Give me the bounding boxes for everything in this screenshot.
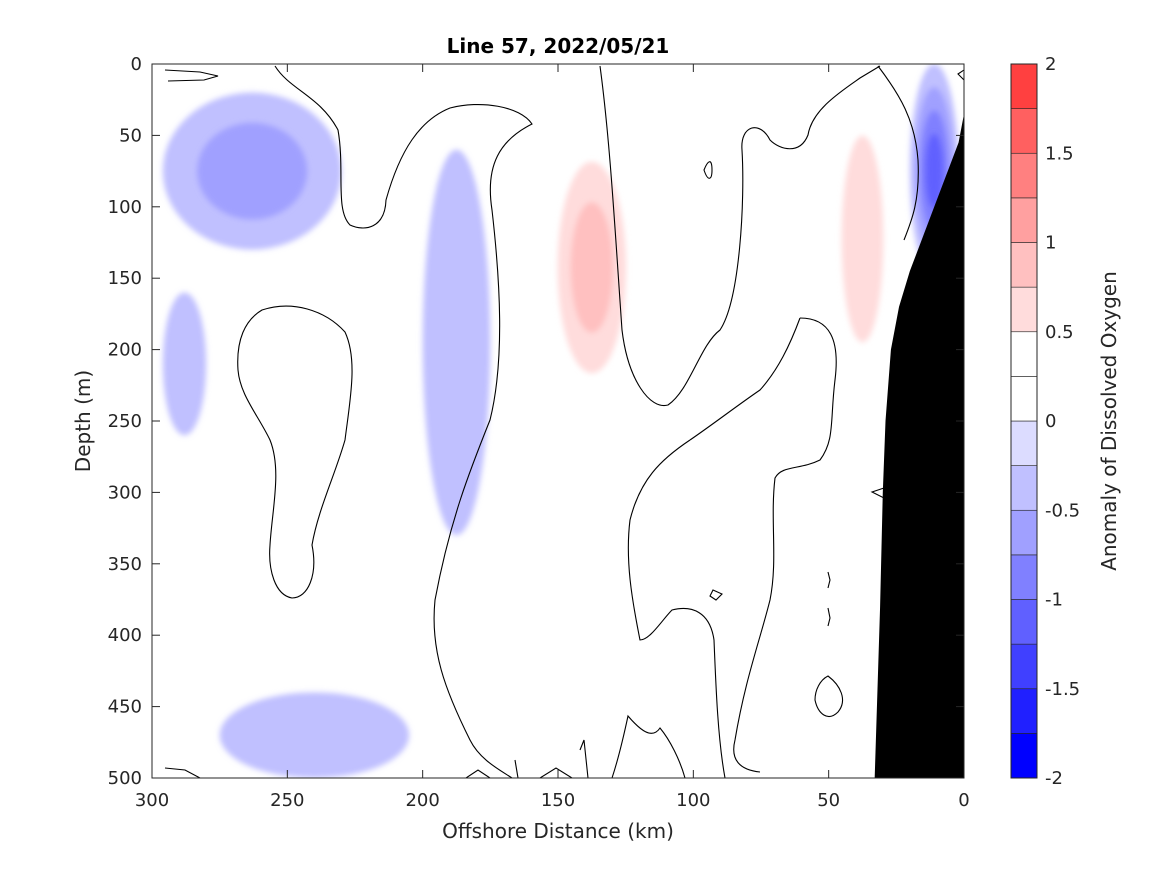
y-tick-label: 0 xyxy=(131,54,142,75)
colorbar-tick-label: 0 xyxy=(1045,411,1056,432)
colorbar-band xyxy=(1010,643,1038,690)
x-axis-label: Offshore Distance (km) xyxy=(442,819,674,843)
colorbar-band xyxy=(1010,688,1038,734)
contour-line xyxy=(709,589,723,601)
anomaly-region xyxy=(162,292,207,436)
contour-line xyxy=(274,65,533,778)
anomaly-region xyxy=(925,133,943,209)
anomaly-region xyxy=(219,692,410,778)
colorbar-band xyxy=(1010,331,1038,377)
contour-line xyxy=(514,759,519,778)
colorbar-tick-label: -1 xyxy=(1045,590,1063,611)
colorbar-band xyxy=(1010,376,1038,422)
colorbar-band xyxy=(1010,733,1038,779)
contour-line xyxy=(689,317,801,441)
contour-line xyxy=(164,69,219,82)
x-tick-label: 150 xyxy=(541,790,575,811)
anomaly-region xyxy=(570,202,613,333)
contour-line xyxy=(827,571,831,589)
y-tick-label: 300 xyxy=(108,482,142,503)
y-tick-label: 400 xyxy=(108,625,142,646)
contour-line xyxy=(164,767,201,778)
y-tick-label: 150 xyxy=(108,268,142,289)
contour-line xyxy=(237,305,353,599)
colorbar-tick-label: 0.5 xyxy=(1045,322,1074,343)
colorbar-band xyxy=(1010,242,1038,288)
y-tick-label: 50 xyxy=(119,125,142,146)
colorbar-band xyxy=(1010,108,1038,154)
colorbar-band xyxy=(1010,63,1038,109)
colorbar-band xyxy=(1010,152,1038,199)
x-tick-label: 0 xyxy=(958,790,969,811)
x-tick-label: 250 xyxy=(270,790,304,811)
contour-line xyxy=(877,65,919,241)
colorbar-label: Anomaly of Dissolved Oxygen xyxy=(1097,271,1121,571)
y-axis-label: Depth (m) xyxy=(71,370,95,472)
colorbar-tick-label: 1.5 xyxy=(1045,143,1074,164)
bathymetry-shelf xyxy=(874,113,964,778)
x-tick-label: 50 xyxy=(817,790,840,811)
contour-line xyxy=(814,675,843,717)
anomaly-region xyxy=(422,149,491,536)
anomaly-region xyxy=(197,122,308,220)
zero-contours xyxy=(164,65,964,778)
anomaly-region xyxy=(841,135,884,343)
y-tick-label: 100 xyxy=(108,197,142,218)
y-tick-label: 450 xyxy=(108,697,142,718)
contour-line xyxy=(539,767,573,778)
contour-line xyxy=(733,317,837,773)
contour-line xyxy=(703,161,713,179)
colorbar-band xyxy=(1010,599,1038,645)
colorbar-tick-label: 1 xyxy=(1045,233,1056,254)
y-tick-label: 250 xyxy=(108,411,142,432)
colorbar-band xyxy=(1010,554,1038,600)
contour-line xyxy=(465,769,491,778)
colorbar-tick-label: -1.5 xyxy=(1045,679,1080,700)
y-tick-label: 350 xyxy=(108,554,142,575)
contour-line xyxy=(827,607,831,627)
contour-line xyxy=(579,739,589,778)
colorbar-band xyxy=(1010,465,1038,511)
contour-line xyxy=(599,65,881,407)
contour-line xyxy=(627,439,726,778)
colorbar-band xyxy=(1010,420,1038,466)
colorbar-band xyxy=(1010,509,1038,556)
x-axis: 300 250 200 150 100 50 0 xyxy=(135,64,970,811)
colorbar-band xyxy=(1010,286,1038,333)
contour-line xyxy=(611,714,686,778)
y-tick-label: 500 xyxy=(108,768,142,789)
x-tick-label: 200 xyxy=(405,790,439,811)
colorbar-tick-label: -0.5 xyxy=(1045,500,1080,521)
chart-title: Line 57, 2022/05/21 xyxy=(447,34,670,58)
colorbar-tick-label: -2 xyxy=(1045,768,1063,789)
colorbar-tick-label: 2 xyxy=(1045,54,1056,75)
colorbar-band xyxy=(1010,197,1038,243)
x-tick-label: 300 xyxy=(135,790,169,811)
colorbar-frame xyxy=(1010,63,1038,779)
x-tick-label: 100 xyxy=(676,790,710,811)
contour-line xyxy=(957,69,964,81)
y-tick-label: 200 xyxy=(108,340,142,361)
colorbar: 2 1.5 1 0.5 0 -0.5 -1 -1.5 -2 xyxy=(1010,54,1080,789)
y-axis: 0 50 100 150 200 250 300 350 400 450 500 xyxy=(108,54,964,789)
